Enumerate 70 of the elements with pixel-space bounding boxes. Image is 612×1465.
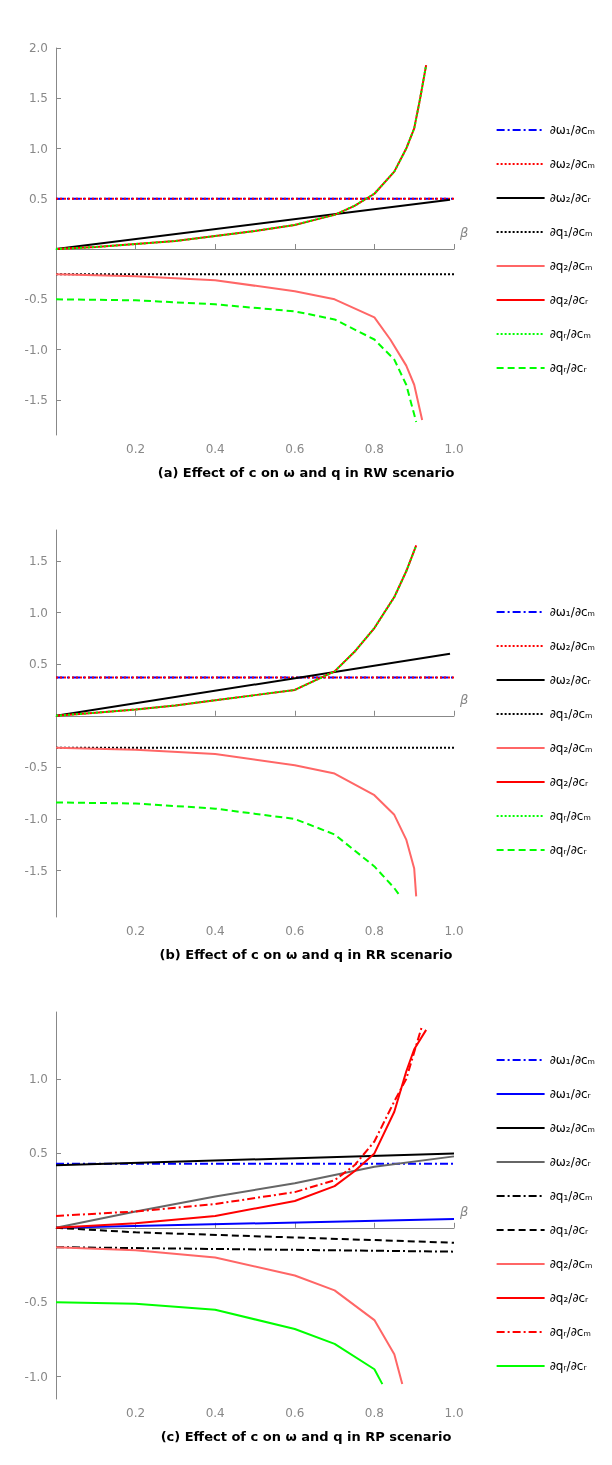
x-tick-label: 1.0	[444, 442, 464, 456]
x-tick-label: 0.6	[285, 1406, 305, 1420]
x-tick-label: 0.8	[364, 442, 384, 456]
legend-label: ∂ω₂/∂cᵣ	[549, 191, 592, 205]
text: (a) Effect of c on ω and q in RW scenario	[157, 465, 455, 480]
x-tick-label: 0.4	[205, 924, 225, 938]
line-series	[55, 746, 418, 898]
y-tick-label: -0.5	[24, 292, 48, 307]
x-axis-title: β	[459, 691, 469, 707]
y-tick-label: -1.5	[24, 392, 48, 407]
y-tick-label: 1.0	[28, 1071, 48, 1086]
text: (b) Effect of c on ω and q in RR scenario	[159, 947, 453, 962]
legend-label: ∂q₁/∂cₘ	[549, 225, 593, 239]
x-tick-label: 0.2	[126, 1406, 146, 1420]
x-axis-title: β	[459, 225, 469, 241]
legend-label: ∂ω₂/∂cₘ	[549, 639, 595, 653]
legend-label: ∂qᵣ/∂cₘ	[549, 1325, 591, 1339]
x-axis-title: β	[459, 1203, 469, 1219]
legend-label: ∂qᵣ/∂cᵣ	[549, 843, 588, 857]
legend-label: ∂q₂/∂cᵣ	[549, 293, 590, 307]
legend-label: ∂ω₂/∂cᵣ	[549, 673, 592, 687]
legend-label: ∂q₂/∂cᵣ	[549, 1291, 590, 1305]
legend-label: ∂qᵣ/∂cᵣ	[549, 1359, 588, 1373]
legend-label: ∂ω₂/∂cₘ	[549, 157, 595, 171]
y-tick-label: -1.5	[24, 863, 48, 878]
x-tick-label: 0.2	[126, 442, 146, 456]
legend-label: ∂qᵣ/∂cₘ	[549, 327, 591, 341]
legend-label: ∂q₁/∂cₘ	[549, 1189, 593, 1203]
y-tick-label: 0.5	[28, 1146, 48, 1161]
x-tick-label: 1.0	[444, 924, 464, 938]
legend-label: ∂ω₂/∂cᵣ	[549, 1155, 592, 1169]
line-series	[55, 1301, 384, 1386]
y-tick-label: -1.0	[24, 811, 48, 826]
y-tick-label: 1.0	[28, 141, 48, 156]
legend-label: ∂ω₁/∂cₘ	[549, 605, 595, 619]
text: (c) Effect of c on ω and q in RP scenario	[160, 1429, 452, 1444]
legend-label: ∂qᵣ/∂cₘ	[549, 809, 591, 823]
legend-label: ∂ω₂/∂cₘ	[549, 1121, 595, 1135]
legend-label: ∂ω₁/∂cᵣ	[549, 1087, 592, 1101]
x-tick-label: 0.8	[364, 1406, 384, 1420]
line-series	[55, 1155, 455, 1229]
x-tick-label: 0.8	[364, 924, 384, 938]
y-tick-label: 2.0	[28, 41, 48, 55]
y-tick-label: -0.5	[24, 760, 48, 775]
y-tick-label: 0.5	[28, 657, 48, 672]
legend-label: ∂q₂/∂cₘ	[549, 259, 593, 273]
legend-label: ∂ω₁/∂cₘ	[549, 123, 595, 137]
line-series	[55, 1246, 404, 1386]
y-tick-label: 1.5	[28, 91, 48, 106]
legend-label: ∂q₁/∂cₘ	[549, 707, 593, 721]
legend-label: ∂ω₁/∂cₘ	[549, 1053, 595, 1067]
x-tick-label: 1.0	[444, 1406, 464, 1420]
legend-label: ∂q₂/∂cᵣ	[549, 775, 590, 789]
y-tick-label: -0.5	[24, 1295, 48, 1310]
x-tick-label: 0.2	[126, 924, 146, 938]
legend-label: ∂q₂/∂cₘ	[549, 1257, 593, 1271]
y-tick-label: -1.0	[24, 342, 48, 357]
x-tick-label: 0.4	[205, 1406, 225, 1420]
y-tick-label: 0.5	[28, 191, 48, 206]
legend-label: ∂qᵣ/∂cᵣ	[549, 361, 588, 375]
legend-label: ∂q₁/∂cᵣ	[549, 1223, 590, 1237]
x-tick-label: 0.6	[285, 924, 305, 938]
line-series	[55, 273, 424, 421]
y-tick-label: 1.0	[28, 605, 48, 620]
x-tick-label: 0.6	[285, 442, 305, 456]
x-tick-label: 0.4	[205, 442, 225, 456]
y-tick-label: 1.5	[28, 553, 48, 568]
line-series	[55, 298, 418, 423]
legend-label: ∂q₂/∂cₘ	[549, 741, 593, 755]
y-tick-label: -1.0	[24, 1369, 48, 1384]
